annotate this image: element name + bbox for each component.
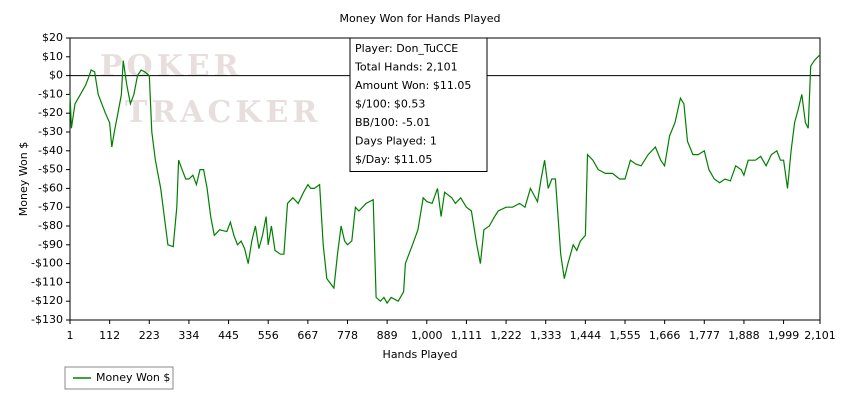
legend-label: Money Won $ [96, 371, 170, 384]
x-tick-label: 334 [178, 329, 199, 342]
x-tick-label: 889 [377, 329, 398, 342]
info-line: $/100: $0.53 [355, 98, 425, 111]
x-tick-label: 1,999 [768, 329, 800, 342]
x-tick-label: 445 [218, 329, 239, 342]
x-tick-label: 2,101 [804, 329, 836, 342]
y-tick-label: -$130 [31, 313, 63, 326]
x-tick-label: 778 [337, 329, 358, 342]
y-tick-label: -$60 [38, 181, 63, 194]
info-line: BB/100: -5.01 [355, 116, 430, 129]
y-tick-label: $20 [42, 31, 63, 44]
info-line: Amount Won: $11.05 [355, 79, 471, 92]
x-tick-label: 1,555 [609, 329, 641, 342]
y-tick-label: -$20 [38, 106, 63, 119]
watermark: TRACKER [125, 95, 321, 130]
legend-box [64, 366, 174, 390]
y-tick-label: -$40 [38, 144, 63, 157]
y-tick-label: -$90 [38, 238, 63, 251]
x-tick-label: 112 [99, 329, 120, 342]
x-tick-label: 1,111 [451, 329, 483, 342]
y-axis-title: Money Won $ [17, 142, 30, 216]
y-tick-label: -$100 [31, 257, 63, 270]
info-line: $/Day: $11.05 [355, 153, 432, 166]
x-tick-label: 667 [297, 329, 318, 342]
y-tick-label: $0 [49, 69, 63, 82]
info-line: Total Hands: 2,101 [354, 61, 458, 74]
x-tick-label: 1,000 [411, 329, 443, 342]
info-line: Days Played: 1 [355, 135, 437, 148]
x-tick-label: 223 [139, 329, 160, 342]
x-axis-title: Hands Played [383, 348, 458, 361]
y-tick-label: -$80 [38, 219, 63, 232]
y-tick-label: -$70 [38, 200, 63, 213]
x-tick-label: 1,333 [530, 329, 562, 342]
x-tick-label: 1,777 [689, 329, 721, 342]
watermark: POKER [100, 49, 243, 84]
x-tick-label: 1,444 [570, 329, 602, 342]
x-tick-label: 1,222 [490, 329, 522, 342]
x-tick-label: 556 [258, 329, 279, 342]
y-tick-label: -$110 [31, 275, 63, 288]
x-tick-label: 1,666 [649, 329, 681, 342]
info-line: Player: Don_TuCCE [355, 42, 458, 55]
y-tick-label: -$120 [31, 294, 63, 307]
y-tick-label: -$10 [38, 87, 63, 100]
y-tick-label: -$30 [38, 125, 63, 138]
x-tick-label: 1,888 [728, 329, 760, 342]
data-line [69, 54, 821, 305]
chart-title: Money Won for Hands Played [340, 12, 501, 25]
y-tick-label: -$50 [38, 163, 63, 176]
info-box [349, 37, 488, 172]
x-tick-label: 1 [67, 329, 74, 342]
y-tick-label: $10 [42, 50, 63, 63]
legend: Money Won $ [64, 366, 174, 390]
